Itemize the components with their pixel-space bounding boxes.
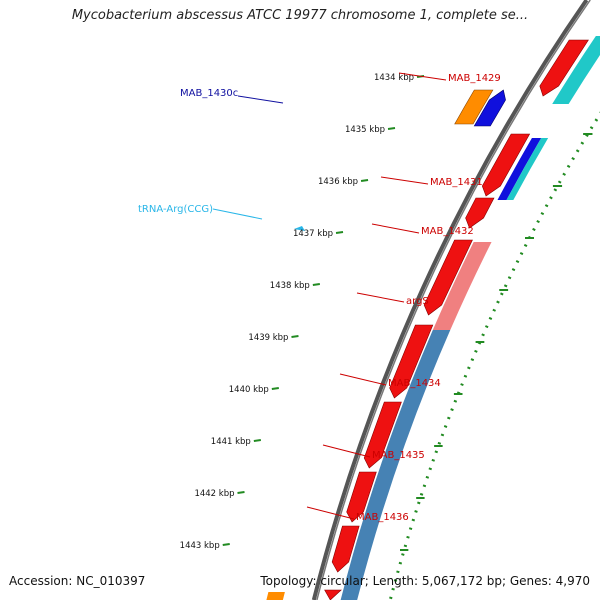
gene-label: tRNA-Arg(CCG) <box>138 204 213 215</box>
ruler-label: 1439 kbp <box>248 333 288 343</box>
ruler-tick <box>222 543 230 546</box>
label-leader-line <box>306 506 355 520</box>
ruler-tick <box>387 127 396 130</box>
label-leader-line <box>322 444 371 458</box>
cds-fragment <box>266 592 285 600</box>
gene-label: MAB_1435 <box>372 450 425 461</box>
ruler-track: 1434 kbp 1435 kbp 1436 kbp 1437 kbp 1438 kbp… <box>180 73 425 551</box>
label-leader-line <box>371 223 420 234</box>
label-leader-line <box>237 95 284 104</box>
mab-1430c-arrow <box>473 89 506 127</box>
cyan-feature-band <box>552 36 600 104</box>
ruler-label: 1434 kbp <box>374 73 414 83</box>
genome-summary-text: Topology: circular; Length: 5,067,172 bp… <box>260 574 590 588</box>
ruler-tick <box>291 335 299 338</box>
forward-gene-arrow <box>331 525 360 573</box>
label-leader-line <box>339 373 387 386</box>
gene-label: argS <box>406 296 429 307</box>
ruler-tick <box>335 231 344 234</box>
label-leader-line <box>356 292 405 303</box>
accession-text: Accession: NC_010397 <box>9 574 146 588</box>
ruler-tick <box>253 439 261 442</box>
gene-label: MAB_1431 <box>430 177 483 188</box>
gene-label: MAB_1434 <box>388 378 441 389</box>
gene-label: MAB_1436 <box>356 512 409 523</box>
forward-gene-arrow <box>465 197 495 229</box>
forward-gene-arrow <box>346 471 377 523</box>
label-leader-line <box>212 208 263 220</box>
ruler-label: 1438 kbp <box>270 281 310 291</box>
label-leader-line <box>380 176 429 185</box>
gene-label: MAB_1429 <box>448 73 501 84</box>
label-leader-line <box>398 72 447 81</box>
backbone-outer <box>311 0 589 600</box>
args-gene-band <box>432 242 492 330</box>
forward-gene-arrow <box>324 589 342 600</box>
mab-1430c-cds <box>454 89 494 125</box>
ruler-label: 1435 kbp <box>345 125 385 135</box>
cyan-feature-band <box>506 138 549 200</box>
map-title: Mycobacterium abscessus ATCC 19977 chrom… <box>71 8 529 23</box>
forward-gene-arrow <box>363 401 402 469</box>
feature-track <box>266 36 600 600</box>
ruler-label: 1436 kbp <box>318 177 358 187</box>
ruler-tick <box>271 387 279 390</box>
reverse-gene-band <box>497 138 542 200</box>
trna-arg-marker <box>294 226 305 231</box>
ruler-tick <box>237 491 245 494</box>
ruler-tick <box>360 179 369 182</box>
forward-gene-arrow <box>389 324 434 399</box>
ruler-tick <box>312 283 320 286</box>
rna-feature-band <box>340 330 451 600</box>
forward-gene-arrow <box>423 239 473 316</box>
ruler-label: 1437 kbp <box>293 229 333 239</box>
ruler-label: 1440 kbp <box>229 385 269 395</box>
ruler-label: 1441 kbp <box>211 437 251 447</box>
gene-label: MAB_1432 <box>421 226 474 237</box>
ruler-label: 1443 kbp <box>180 541 220 551</box>
gene-labels: MAB_1429 MAB_1430c MAB_1431 tRNA-Arg(CCG) MA… <box>138 72 501 523</box>
ruler-label: 1442 kbp <box>194 489 234 499</box>
forward-gene-arrow <box>539 39 589 97</box>
gc-content-track <box>388 111 600 600</box>
forward-gene-arrow <box>481 133 531 197</box>
gene-label: MAB_1430c <box>180 88 238 99</box>
gc-dotted-arc <box>388 111 600 600</box>
